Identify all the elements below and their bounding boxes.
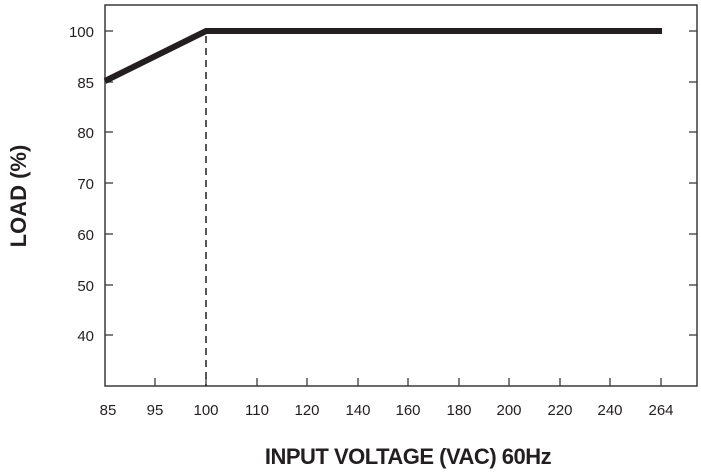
x-axis-title: INPUT VOLTAGE (VAC) 60Hz (265, 444, 552, 469)
y-tick-label: 60 (77, 227, 94, 244)
x-tick-label: 140 (345, 402, 370, 419)
x-tick-label: 120 (294, 402, 319, 419)
x-tick-label: 160 (395, 402, 420, 419)
x-tick-label: 264 (648, 402, 673, 419)
x-tick-label: 110 (245, 402, 269, 419)
x-tick-label: 85 (100, 402, 117, 419)
y-tick-label: 100 (69, 24, 94, 41)
y-tick-label: 80 (77, 125, 94, 142)
plot-frame (104, 4, 698, 387)
x-axis-labels: 85 95 100 110 120 140 160 180 200 220 24… (100, 402, 674, 419)
y-axis-title: LOAD (%) (6, 145, 31, 248)
x-tick-label: 220 (547, 402, 572, 419)
derating-curve (103, 28, 662, 84)
y-axis-ticks-right (689, 30, 697, 336)
x-tick-label: 240 (597, 402, 622, 419)
y-tick-label: 40 (77, 328, 94, 345)
y-tick-label: 85 (77, 75, 94, 92)
x-tick-label: 180 (446, 402, 471, 419)
x-tick-label: 200 (496, 402, 521, 419)
x-tick-label: 95 (147, 402, 164, 419)
x-tick-label: 100 (193, 402, 218, 419)
x-axis-ticks (154, 378, 662, 386)
y-axis-labels: 100 85 80 70 60 50 40 (69, 24, 94, 345)
y-tick-label: 70 (77, 176, 94, 193)
y-tick-label: 50 (77, 278, 94, 295)
